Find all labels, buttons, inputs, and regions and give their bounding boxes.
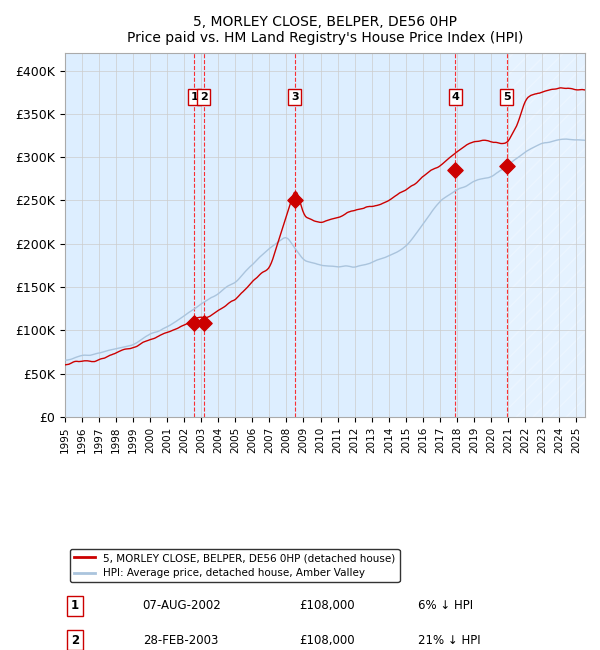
Text: 6% ↓ HPI: 6% ↓ HPI	[418, 599, 473, 612]
Text: 07-AUG-2002: 07-AUG-2002	[143, 599, 221, 612]
Text: 1: 1	[190, 92, 198, 102]
Text: 4: 4	[451, 92, 459, 102]
Title: 5, MORLEY CLOSE, BELPER, DE56 0HP
Price paid vs. HM Land Registry's House Price : 5, MORLEY CLOSE, BELPER, DE56 0HP Price …	[127, 15, 523, 46]
Text: 2: 2	[200, 92, 208, 102]
Text: 2: 2	[71, 634, 79, 647]
Text: 21% ↓ HPI: 21% ↓ HPI	[418, 634, 481, 647]
Point	[190, 318, 199, 328]
Point	[290, 195, 299, 205]
Point	[451, 165, 460, 176]
Text: 28-FEB-2003: 28-FEB-2003	[143, 634, 218, 647]
Text: 5: 5	[503, 92, 511, 102]
Text: 3: 3	[291, 92, 299, 102]
Legend: 5, MORLEY CLOSE, BELPER, DE56 0HP (detached house), HPI: Average price, detached: 5, MORLEY CLOSE, BELPER, DE56 0HP (detac…	[70, 549, 400, 582]
Text: £108,000: £108,000	[299, 599, 355, 612]
Text: 1: 1	[71, 599, 79, 612]
Text: £108,000: £108,000	[299, 634, 355, 647]
Point	[199, 318, 209, 328]
Point	[502, 161, 511, 171]
